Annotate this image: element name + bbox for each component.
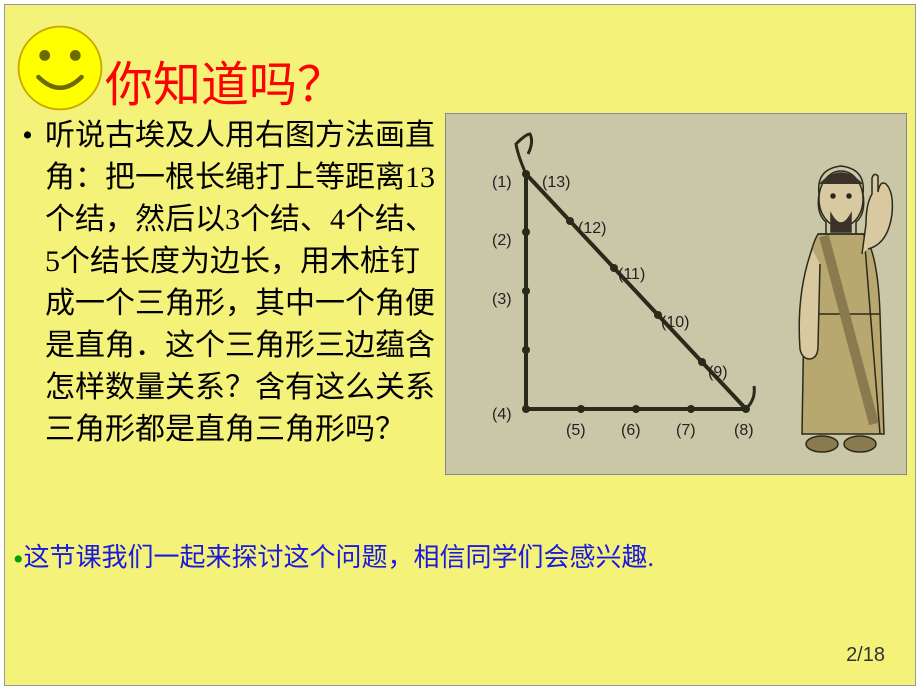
diagram-figure: (1) (2) (3) (4) (5) (6) (7) (8) (9) (10)… bbox=[445, 113, 907, 475]
knot-label-8: (8) bbox=[734, 422, 754, 440]
knot-label-2: (2) bbox=[492, 232, 512, 250]
slide-background: 你知道吗？ • 听说古埃及人用右图方法画直角：把一根长绳打上等距离13个结，然后… bbox=[4, 4, 916, 686]
knot-label-12: (12) bbox=[578, 220, 606, 238]
knot-label-11: (11) bbox=[618, 266, 645, 284]
footer-line: •这节课我们一起来探讨这个问题，相信同学们会感兴趣. bbox=[13, 537, 654, 577]
slide-title: 你知道吗？ bbox=[105, 45, 345, 115]
knot-label-13: (13) bbox=[542, 174, 570, 192]
page-number: 2/18 bbox=[846, 644, 885, 667]
knot-label-9: (9) bbox=[708, 364, 728, 382]
smiley-icon bbox=[15, 23, 105, 113]
body-text: 听说古埃及人用右图方法画直角：把一根长绳打上等距离13个结，然后以3个结、4个结… bbox=[45, 115, 445, 451]
knot-label-5: (5) bbox=[566, 422, 586, 440]
footer-text: 这节课我们一起来探讨这个问题，相信同学们会感兴趣. bbox=[24, 543, 655, 572]
knot-label-4: (4) bbox=[492, 406, 512, 424]
body-container: • 听说古埃及人用右图方法画直角：把一根长绳打上等距离13个结，然后以3个结、4… bbox=[10, 115, 445, 451]
knot-label-10: (10) bbox=[661, 314, 689, 332]
person-icon bbox=[799, 166, 892, 452]
footer-bullet-icon: • bbox=[13, 543, 24, 576]
knot-label-1: (1) bbox=[492, 174, 512, 192]
body-bullet-icon: • bbox=[10, 115, 45, 451]
knot-label-3: (3) bbox=[492, 291, 512, 309]
knot-label-7: (7) bbox=[676, 422, 696, 440]
knot-label-6: (6) bbox=[621, 422, 641, 440]
